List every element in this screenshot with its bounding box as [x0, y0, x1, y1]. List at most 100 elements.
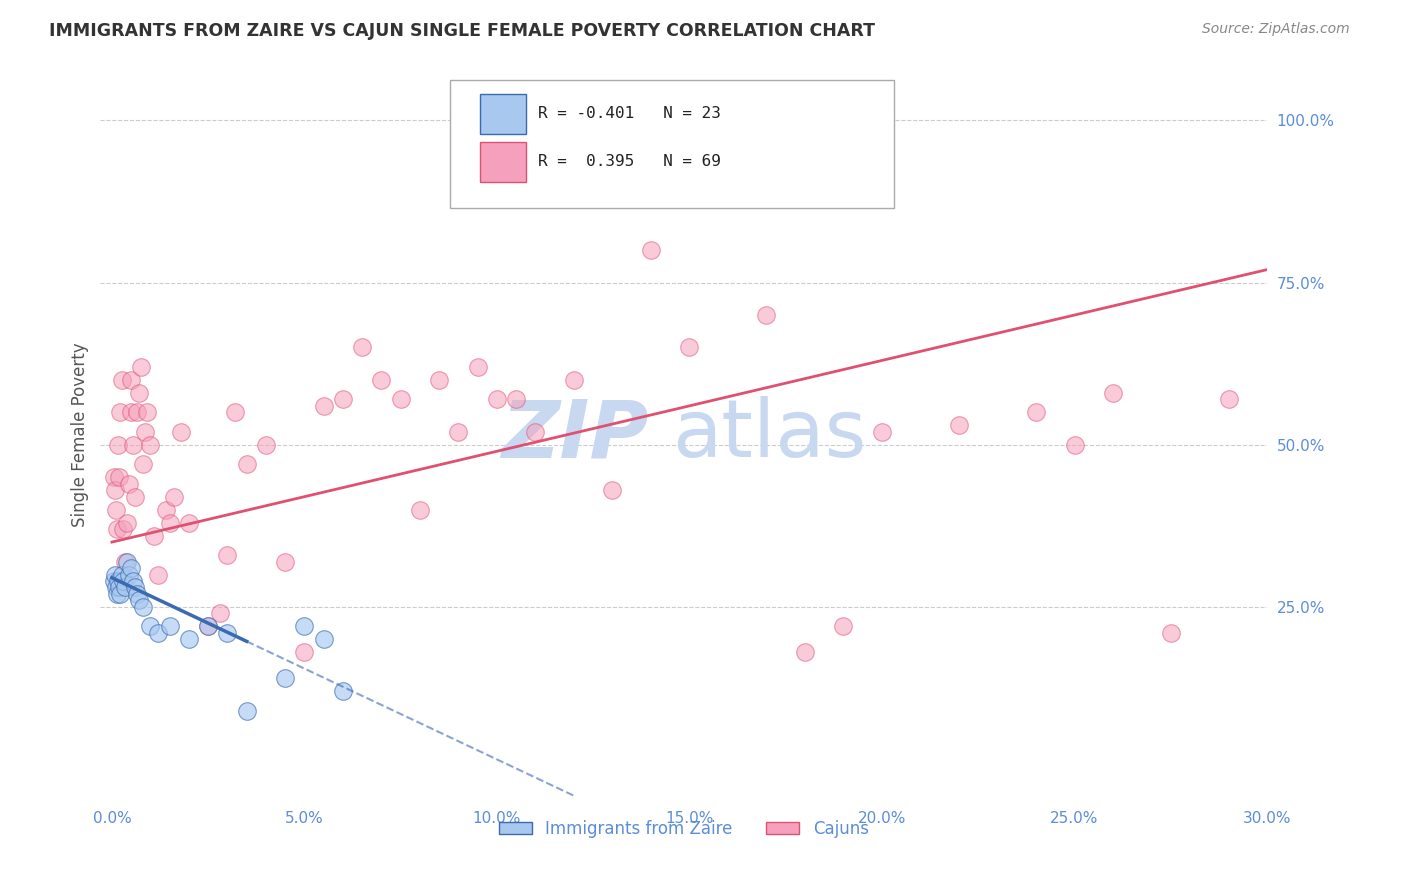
Point: [122, 438, 145, 452]
Point: [312, 399, 335, 413]
Text: R = -0.401   N = 23: R = -0.401 N = 23: [538, 106, 721, 121]
Point: [124, 490, 146, 504]
Point: [1102, 385, 1125, 400]
Point: [1160, 626, 1182, 640]
Point: [118, 567, 141, 582]
Point: [103, 470, 125, 484]
Point: [155, 502, 177, 516]
Point: [505, 392, 527, 407]
Point: [107, 574, 129, 588]
Point: [447, 425, 470, 439]
Point: [139, 619, 162, 633]
Point: [389, 392, 412, 407]
Point: [235, 704, 257, 718]
Point: [1218, 392, 1240, 407]
Point: [112, 522, 135, 536]
Point: [235, 457, 257, 471]
Point: [143, 528, 166, 542]
Point: [114, 555, 136, 569]
Point: [117, 516, 139, 530]
Point: [602, 483, 624, 498]
Text: ZIP: ZIP: [502, 396, 648, 474]
FancyBboxPatch shape: [450, 79, 894, 208]
Point: [217, 548, 239, 562]
Point: [146, 567, 169, 582]
Point: [755, 308, 778, 322]
Point: [108, 587, 131, 601]
Point: [870, 425, 893, 439]
Point: [117, 555, 139, 569]
Point: [177, 516, 200, 530]
Point: [409, 502, 432, 516]
Point: [104, 483, 127, 498]
Point: [1063, 438, 1085, 452]
Point: [105, 522, 128, 536]
Point: [274, 555, 297, 569]
Point: [122, 574, 145, 588]
Point: [1025, 405, 1047, 419]
Point: [139, 438, 162, 452]
Point: [224, 405, 246, 419]
Point: [562, 373, 585, 387]
Point: [114, 581, 136, 595]
Point: [294, 645, 316, 659]
Text: IMMIGRANTS FROM ZAIRE VS CAJUN SINGLE FEMALE POVERTY CORRELATION CHART: IMMIGRANTS FROM ZAIRE VS CAJUN SINGLE FE…: [49, 22, 875, 40]
Point: [485, 392, 508, 407]
Point: [107, 438, 129, 452]
Point: [159, 516, 181, 530]
Point: [794, 645, 817, 659]
Point: [162, 490, 184, 504]
Point: [217, 626, 239, 640]
Point: [118, 476, 141, 491]
Point: [125, 405, 148, 419]
Point: [135, 405, 157, 419]
Point: [129, 359, 152, 374]
Point: [103, 574, 125, 588]
Point: [105, 587, 128, 601]
Text: atlas: atlas: [672, 396, 866, 474]
Point: [112, 574, 135, 588]
Point: [352, 341, 374, 355]
Point: [125, 587, 148, 601]
Point: [467, 359, 489, 374]
Point: [177, 632, 200, 647]
Point: [124, 581, 146, 595]
Point: [104, 502, 127, 516]
FancyBboxPatch shape: [479, 95, 526, 135]
Point: [108, 581, 131, 595]
Point: [197, 619, 219, 633]
Point: [120, 373, 142, 387]
Point: [159, 619, 181, 633]
Point: [524, 425, 547, 439]
Point: [128, 385, 150, 400]
Point: [254, 438, 277, 452]
Point: [120, 405, 142, 419]
Point: [640, 243, 662, 257]
Point: [332, 684, 354, 698]
Point: [110, 373, 132, 387]
Point: [110, 567, 132, 582]
Point: [108, 405, 131, 419]
Point: [208, 607, 231, 621]
Point: [108, 470, 131, 484]
Point: [274, 671, 297, 685]
Point: [370, 373, 392, 387]
Legend: Immigrants from Zaire, Cajuns: Immigrants from Zaire, Cajuns: [492, 814, 876, 845]
Text: Source: ZipAtlas.com: Source: ZipAtlas.com: [1202, 22, 1350, 37]
Point: [128, 593, 150, 607]
Point: [170, 425, 193, 439]
Point: [294, 619, 316, 633]
Point: [131, 457, 153, 471]
Point: [131, 599, 153, 614]
Point: [104, 567, 127, 582]
Text: R =  0.395   N = 69: R = 0.395 N = 69: [538, 154, 721, 169]
Point: [332, 392, 354, 407]
Point: [146, 626, 169, 640]
Point: [120, 561, 142, 575]
Point: [312, 632, 335, 647]
Point: [948, 418, 970, 433]
Point: [104, 581, 127, 595]
Point: [134, 425, 156, 439]
Point: [427, 373, 450, 387]
Point: [832, 619, 855, 633]
